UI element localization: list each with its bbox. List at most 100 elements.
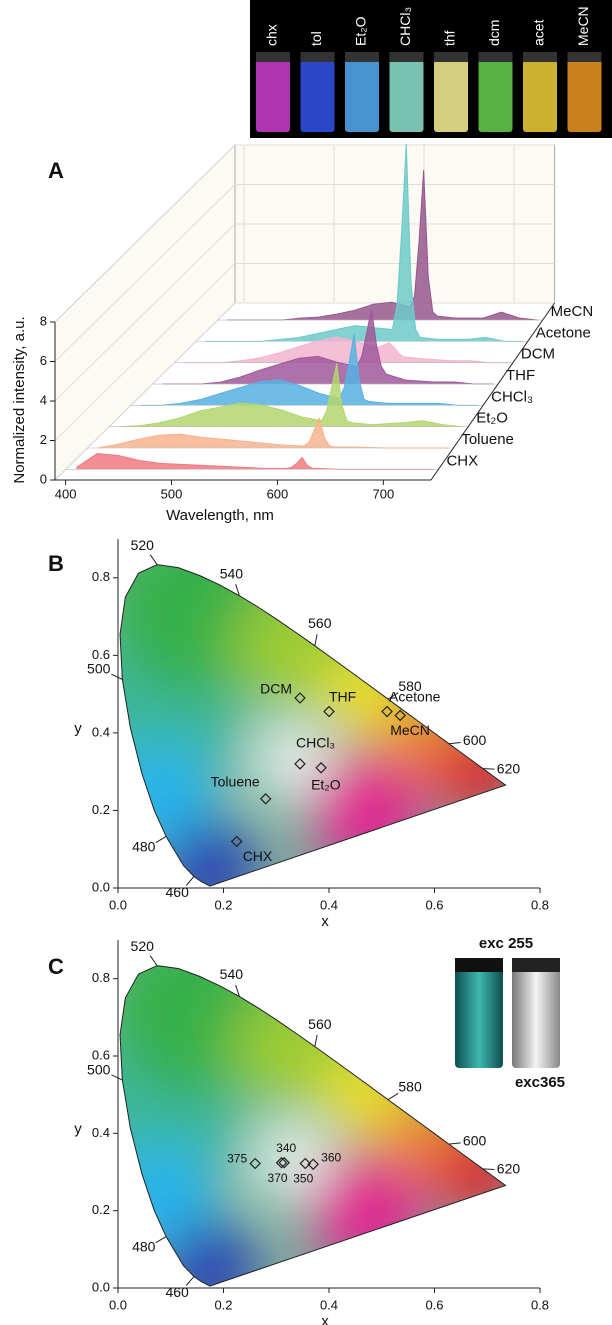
locus-label: 560 bbox=[308, 1016, 332, 1032]
series-label: THF bbox=[506, 367, 535, 384]
panel-label: B bbox=[48, 551, 64, 576]
locus-tick bbox=[448, 1142, 461, 1145]
x-axis-title: x bbox=[321, 913, 329, 930]
y-tick-label: 6 bbox=[40, 353, 47, 368]
grid-line bbox=[54, 223, 236, 402]
x-tick-label: 0.4 bbox=[320, 1297, 338, 1312]
color-blob bbox=[257, 1125, 328, 1196]
data-point bbox=[299, 1157, 312, 1170]
spectrum-line bbox=[162, 308, 494, 385]
y-tick-label: 0.4 bbox=[92, 1125, 110, 1140]
grid-line bbox=[54, 184, 236, 362]
series-label: Et₂O bbox=[476, 410, 508, 427]
data-point bbox=[278, 1156, 290, 1169]
vial-label: MeCN bbox=[575, 6, 591, 46]
vial-label: Et₂O bbox=[353, 16, 369, 46]
point-label: CHCl₃ bbox=[296, 735, 335, 751]
data-point bbox=[249, 1157, 261, 1170]
point-label: 360 bbox=[321, 1150, 341, 1164]
vial-cap bbox=[523, 52, 557, 62]
inset-label: exc365 bbox=[515, 1074, 565, 1091]
data-point bbox=[394, 709, 407, 722]
x-tick-label: 700 bbox=[372, 486, 394, 501]
series-label: CHCl₃ bbox=[491, 388, 533, 405]
point-label: 370 bbox=[268, 1171, 288, 1185]
vial-label: thf bbox=[442, 30, 458, 46]
panel-label: A bbox=[48, 158, 64, 183]
data-point bbox=[381, 705, 393, 718]
y-axis-title: Normalized intensity, a.u. bbox=[11, 316, 28, 483]
locus-label: 540 bbox=[220, 565, 244, 581]
gamut bbox=[120, 564, 506, 887]
locus-label: 620 bbox=[497, 1161, 521, 1177]
locus-label: 580 bbox=[398, 678, 422, 694]
vial-label: chx bbox=[264, 24, 280, 46]
locus-tick bbox=[482, 1168, 495, 1170]
point-label: Et₂O bbox=[311, 776, 341, 792]
vial-cap bbox=[256, 52, 290, 62]
locus-label: 560 bbox=[308, 615, 332, 631]
color-blob bbox=[157, 1218, 258, 1287]
spectrum-area bbox=[119, 363, 464, 427]
vial bbox=[256, 60, 290, 132]
spectrum-area bbox=[97, 418, 449, 449]
locus-tick bbox=[448, 742, 461, 745]
locus-label: 520 bbox=[131, 938, 155, 954]
y-tick-label: 0.8 bbox=[92, 569, 110, 584]
x-tick-label: 0.6 bbox=[425, 1297, 443, 1312]
locus-label: 500 bbox=[87, 661, 111, 677]
locus-tick bbox=[149, 554, 158, 565]
spectrum-line bbox=[119, 363, 464, 428]
point-label: 375 bbox=[227, 1152, 247, 1166]
spectrum-area bbox=[162, 308, 494, 385]
y-tick-label: 0.0 bbox=[92, 1279, 110, 1294]
y-tick-label: 2 bbox=[40, 432, 47, 447]
inset-label: exc 255 bbox=[479, 935, 533, 952]
locus-label: 460 bbox=[166, 884, 190, 900]
data-point bbox=[230, 835, 243, 848]
y-axis-title: y bbox=[74, 720, 82, 737]
locus-tick bbox=[314, 1034, 318, 1047]
vial bbox=[512, 958, 560, 1068]
locus-label: 500 bbox=[87, 1061, 111, 1077]
point-label: 350 bbox=[293, 1172, 313, 1186]
vial-cap bbox=[389, 52, 424, 62]
y-tick-label: 0.8 bbox=[92, 970, 110, 985]
y-tick-label: 0.4 bbox=[92, 724, 110, 739]
x-tick-label: 600 bbox=[267, 486, 289, 501]
x-tick-label: 0.0 bbox=[109, 897, 127, 912]
color-blob bbox=[257, 725, 328, 796]
series-label: DCM bbox=[521, 346, 555, 363]
locus-tick bbox=[387, 692, 399, 700]
color-blob bbox=[120, 744, 211, 845]
locus-tick bbox=[185, 876, 195, 886]
point-label: MeCN bbox=[390, 722, 430, 738]
vial-cap bbox=[455, 958, 503, 972]
vial bbox=[434, 60, 468, 132]
locus-label: 480 bbox=[132, 1239, 156, 1255]
vial bbox=[478, 60, 513, 132]
y-tick-label: 0.0 bbox=[92, 879, 110, 894]
vial-label: tol bbox=[308, 31, 324, 46]
vial bbox=[567, 60, 602, 132]
vial-cap bbox=[478, 52, 513, 62]
data-point bbox=[294, 758, 306, 770]
locus-tick bbox=[235, 584, 240, 596]
locus-label: 600 bbox=[463, 732, 487, 748]
locus-tick bbox=[111, 1074, 123, 1081]
series-label: CHX bbox=[446, 452, 478, 469]
x-tick-label: 0.8 bbox=[531, 897, 549, 912]
vial-cap bbox=[567, 52, 602, 62]
locus-tick bbox=[111, 673, 123, 680]
x-axis-title: Wavelength, nm bbox=[166, 507, 274, 524]
grid-line bbox=[54, 302, 236, 481]
data-point bbox=[315, 761, 327, 774]
vial-cap bbox=[345, 52, 379, 62]
vial bbox=[345, 60, 379, 132]
vial bbox=[389, 60, 424, 132]
y-tick-label: 8 bbox=[40, 313, 47, 328]
locus-tick bbox=[387, 1092, 399, 1101]
y-tick-label: 0.6 bbox=[92, 647, 110, 662]
series-label: Toluene bbox=[461, 431, 514, 448]
